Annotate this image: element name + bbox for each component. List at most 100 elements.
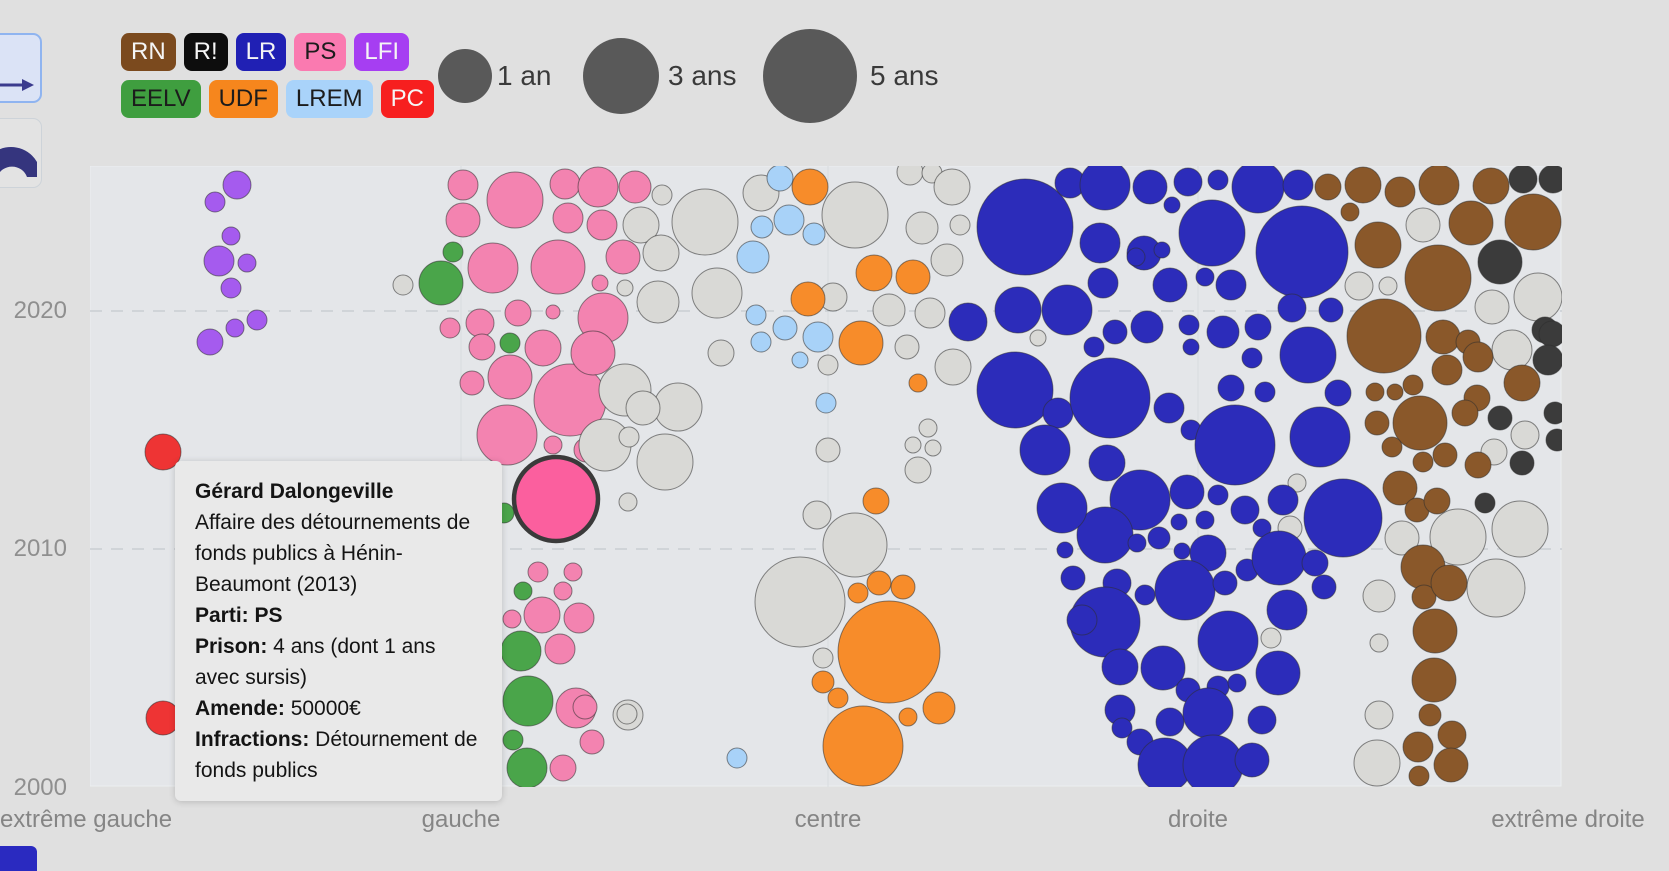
bubble-lr[interactable] (1255, 650, 1301, 696)
bubble-eelv[interactable] (502, 675, 554, 727)
bubble-udf[interactable] (895, 259, 931, 295)
bubble-rn[interactable] (1418, 166, 1460, 206)
bubble-lfi[interactable] (225, 318, 245, 338)
bubble-rn[interactable] (1365, 382, 1385, 402)
bubble-rex[interactable] (1474, 492, 1496, 514)
bubble-lr[interactable] (1207, 484, 1229, 506)
bubble-lr[interactable] (1163, 196, 1181, 214)
bubble-rn[interactable] (1404, 244, 1472, 312)
bubble-udf[interactable] (898, 707, 918, 727)
party-filter-eelv[interactable]: EELV (121, 80, 201, 118)
bubble-lr[interactable] (1324, 379, 1352, 407)
bubble-rn[interactable] (1462, 341, 1494, 373)
bubble-div[interactable] (914, 297, 946, 329)
bubble-ps[interactable] (447, 169, 479, 201)
layout-toggle-timeline-button[interactable] (0, 33, 42, 103)
bubble-div[interactable] (904, 436, 922, 454)
bubble-div[interactable] (618, 492, 638, 512)
bubble-rn[interactable] (1464, 451, 1492, 479)
bubble-ps[interactable] (563, 602, 595, 634)
bubble-div[interactable] (1491, 329, 1533, 371)
bubble-udf[interactable] (791, 168, 829, 206)
bubble-rn[interactable] (1411, 584, 1437, 610)
bubble-pc[interactable] (144, 433, 182, 471)
bubble-rn[interactable] (1364, 410, 1390, 436)
bubble-ps[interactable] (527, 561, 549, 583)
bubble-lr[interactable] (1206, 315, 1240, 349)
bubble-lr[interactable] (1303, 478, 1383, 558)
bubble-lr[interactable] (1126, 247, 1146, 267)
bubble-rn[interactable] (1431, 354, 1463, 386)
bubble-lr[interactable] (1282, 169, 1314, 201)
bubble-lr[interactable] (1173, 167, 1203, 197)
bubble-rn[interactable] (1408, 765, 1430, 787)
bubble-lr[interactable] (1170, 513, 1188, 531)
bubble-div[interactable] (817, 354, 839, 376)
party-filter-ps[interactable]: PS (294, 33, 347, 71)
bubble-lr[interactable] (1127, 533, 1147, 553)
bubble-lr[interactable] (1060, 565, 1086, 591)
bubble-lfi[interactable] (220, 277, 242, 299)
bubble-div[interactable] (1384, 520, 1420, 556)
bubble-lrem[interactable] (745, 304, 767, 326)
bubble-lr[interactable] (1212, 570, 1238, 596)
bubble-eelv[interactable] (502, 729, 524, 751)
bubble-rn[interactable] (1382, 470, 1418, 506)
bubble-ps[interactable] (486, 171, 544, 229)
bubble-div[interactable] (636, 280, 680, 324)
bubble-lr[interactable] (1230, 495, 1260, 525)
bubble-udf[interactable] (827, 687, 849, 709)
bubble-rn[interactable] (1340, 202, 1360, 222)
bubble-lr[interactable] (976, 351, 1054, 429)
bubble-rn[interactable] (1346, 298, 1422, 374)
bubble-lr[interactable] (1069, 357, 1151, 439)
bubble-rn[interactable] (1386, 383, 1404, 401)
party-filter-lr[interactable]: LR (235, 33, 287, 71)
bubble-ps[interactable] (465, 308, 495, 338)
bubble-lrem[interactable] (772, 315, 798, 341)
bubble-udf[interactable] (855, 254, 893, 292)
bubble-div[interactable] (651, 184, 673, 206)
bubble-ps[interactable] (487, 354, 533, 400)
bubble-lr[interactable] (1066, 604, 1098, 636)
bubble-ps[interactable] (439, 317, 461, 339)
bubble-div[interactable] (872, 293, 906, 327)
bubble-div[interactable] (671, 188, 739, 256)
bubble-lr[interactable] (1134, 584, 1156, 606)
bubble-eelv[interactable] (442, 241, 464, 263)
bubble-lr[interactable] (1207, 169, 1229, 191)
bubble-div[interactable] (904, 456, 932, 484)
bubble-rex[interactable] (1538, 320, 1562, 348)
bubble-ps[interactable] (579, 729, 605, 755)
bubble-lr[interactable] (1088, 444, 1126, 482)
bubble-div[interactable] (815, 437, 841, 463)
bubble-div[interactable] (392, 274, 414, 296)
bubble-lrem[interactable] (815, 392, 837, 414)
bubble-lr[interactable] (1301, 549, 1329, 577)
bubble-div[interactable] (949, 214, 971, 236)
bubble-div[interactable] (1474, 289, 1510, 325)
bubble-udf[interactable] (837, 600, 941, 704)
bubble-rn[interactable] (1433, 747, 1469, 783)
bubble-lfi[interactable] (204, 191, 226, 213)
bubble-ps[interactable] (524, 329, 562, 367)
bubble-div[interactable] (707, 339, 735, 367)
bubble-lr[interactable] (1289, 406, 1351, 468)
bubble-lr[interactable] (1266, 589, 1308, 631)
bubble-lrem[interactable] (802, 222, 826, 246)
bubble-lr[interactable] (948, 302, 988, 342)
bubble-rex[interactable] (1477, 239, 1523, 285)
bubble-lr[interactable] (1251, 530, 1307, 586)
bubble-div[interactable] (1287, 473, 1307, 493)
bubble-lr[interactable] (1182, 338, 1200, 356)
bubble-rn[interactable] (1402, 731, 1434, 763)
bubble-rn[interactable] (1384, 176, 1416, 208)
bubble-eelv[interactable] (499, 332, 521, 354)
bubble-lr[interactable] (1169, 474, 1205, 510)
bubble-rn[interactable] (1412, 608, 1458, 654)
bubble-ps[interactable] (467, 242, 519, 294)
bubble-udf[interactable] (790, 281, 826, 317)
bubble-lrem[interactable] (726, 747, 748, 769)
bubble-ps[interactable] (468, 333, 496, 361)
bubble-rn[interactable] (1418, 703, 1442, 727)
